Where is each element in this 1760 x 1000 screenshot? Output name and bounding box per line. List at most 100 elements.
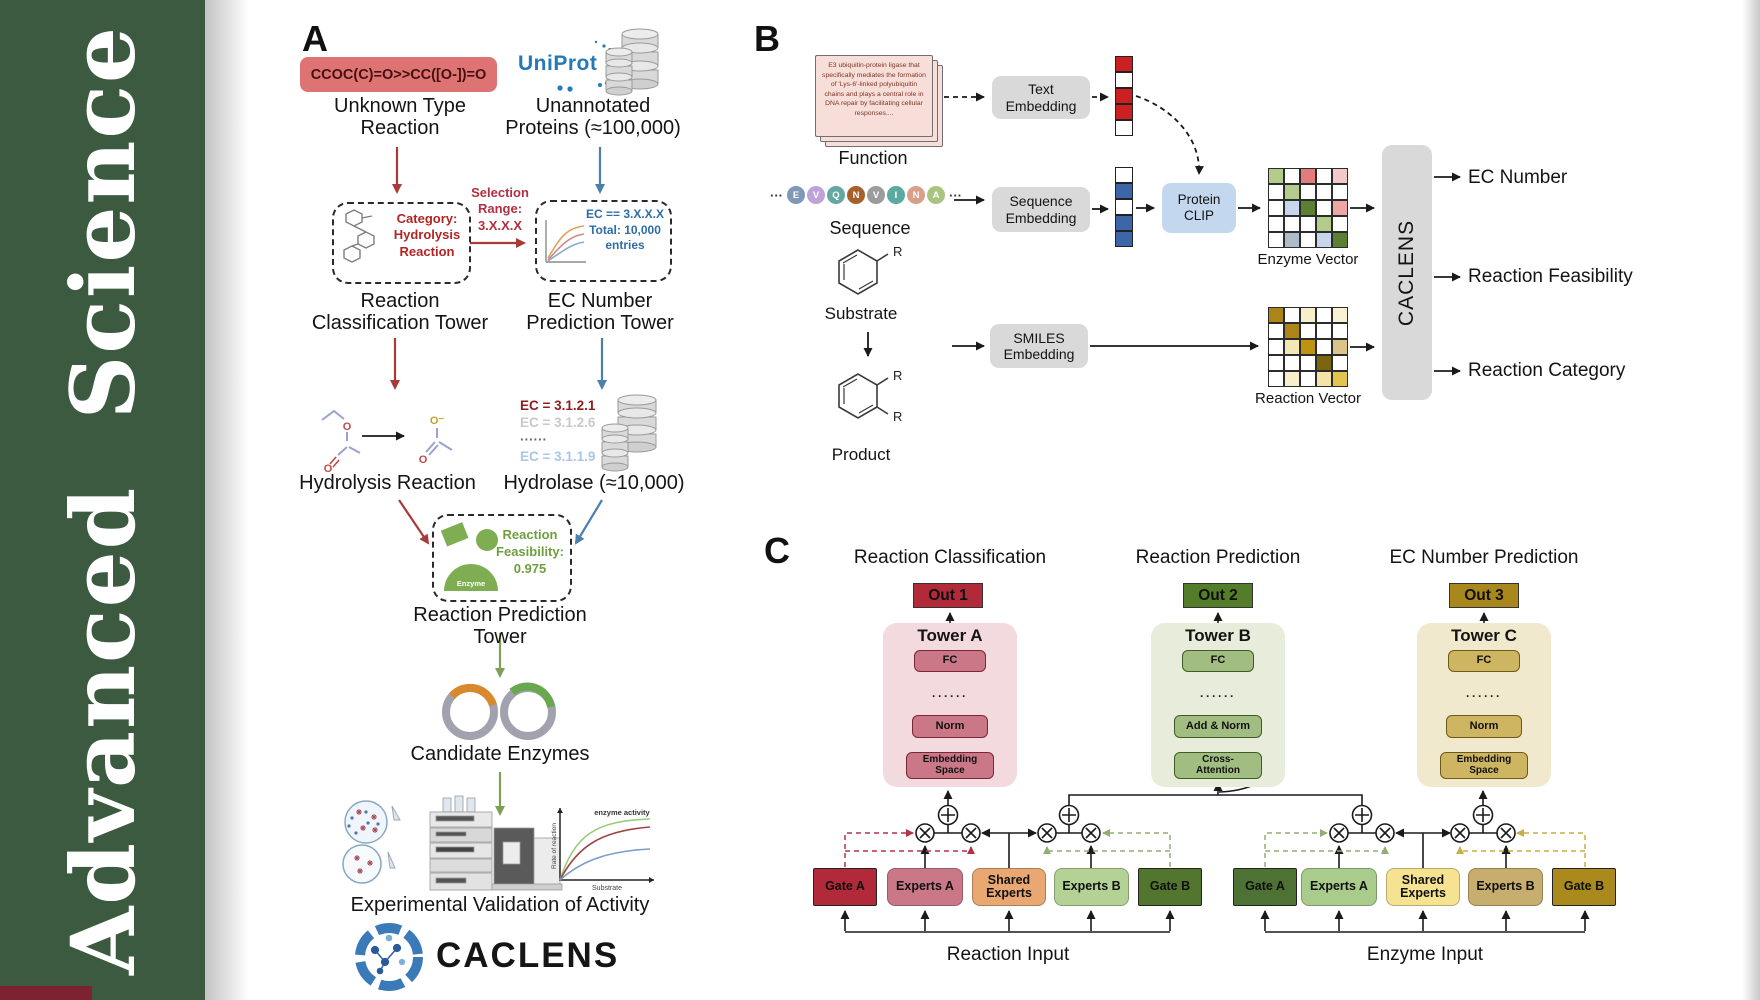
grid-cell <box>1300 355 1316 371</box>
vector-cell <box>1115 120 1133 136</box>
enzyme-shared-experts: Shared Experts <box>1386 868 1460 906</box>
plasmid-icons <box>442 682 556 740</box>
reaction-experts-a: Experts A <box>887 868 963 906</box>
sequence-label: Sequence <box>829 218 911 238</box>
output-reaction-category: Reaction Category <box>1468 360 1626 381</box>
svg-text:O: O <box>343 421 352 433</box>
grid-cell <box>1300 371 1316 387</box>
enzyme-input-label: Enzyme Input <box>1366 944 1484 965</box>
vector-cell <box>1115 199 1133 215</box>
tower-a-dots: ······ <box>932 689 968 703</box>
unannotated-proteins-label: Unannotated Proteins (≈100,000) <box>505 95 681 139</box>
graph-curve-label: enzyme activity <box>594 808 650 817</box>
grid-cell <box>1284 323 1300 339</box>
validation-label: Experimental Validation of Activity <box>350 894 650 916</box>
graph-ylabel: Rate of reaction <box>551 823 558 869</box>
tower-c-fc: FC <box>1448 650 1520 672</box>
column-title-ec-number-prediction: EC Number Prediction <box>1389 547 1579 568</box>
grid-cell <box>1268 232 1284 248</box>
tower-a-norm: Norm <box>912 715 988 738</box>
residue-circle: Q <box>827 186 845 204</box>
grid-cell <box>1316 216 1332 232</box>
tower-b: Tower B FC ······ Add & Norm Cross- Atte… <box>1151 623 1285 787</box>
grid-cell <box>1268 355 1284 371</box>
ec-item: EC = 3.1.1.9 <box>520 449 596 464</box>
substituent-label: R <box>893 409 902 424</box>
out-3-box: Out 3 <box>1449 583 1519 608</box>
substrate-label: Substrate <box>824 304 898 323</box>
feasibility-text: Reaction Feasibility: 0.975 <box>496 527 564 576</box>
reaction-gate-a: Gate A <box>813 868 877 906</box>
hydrolase-label: Hydrolase (≈10,000) <box>503 472 685 494</box>
function-card: E3 ubiquitin-protein ligase that specifi… <box>815 55 933 137</box>
grid-cell <box>1284 200 1300 216</box>
band-shadow <box>205 0 249 1000</box>
grid-cell <box>1268 184 1284 200</box>
grid-cell <box>1268 323 1284 339</box>
grid-cell <box>1332 307 1348 323</box>
grid-cell <box>1300 184 1316 200</box>
grid-cell <box>1300 200 1316 216</box>
tower-a: Tower A FC ······ Norm Embedding Space <box>883 623 1017 787</box>
residue-circle: I <box>887 186 905 204</box>
hplc-instrument-icon <box>429 795 563 891</box>
tower-a-fc: FC <box>914 650 986 672</box>
vector-cell <box>1115 183 1133 199</box>
grid-cell <box>1284 168 1300 184</box>
text-embedding-box: Text Embedding <box>992 76 1090 119</box>
tower-a-embedding-space: Embedding Space <box>906 752 994 779</box>
grid-cell <box>1332 355 1348 371</box>
caclens-logo-icon <box>355 923 423 991</box>
grid-cell <box>1284 371 1300 387</box>
vector-cell <box>1115 167 1133 183</box>
reaction-classification-tower-box <box>332 202 471 284</box>
smiles-reaction-box: CCOC(C)=O>>CC([O-])=O <box>300 57 497 92</box>
reaction-prediction-tower-box <box>432 514 572 602</box>
cover-accent-strip <box>0 986 92 1000</box>
residue-circle: N <box>907 186 925 204</box>
gate-dashed-routes <box>844 829 1586 867</box>
svg-text:O: O <box>419 454 428 466</box>
sequence-embedding-vector <box>1115 167 1133 247</box>
grid-cell <box>1332 371 1348 387</box>
reaction-input-label: Reaction Input <box>946 944 1070 965</box>
substrate-molecule-icon: R <box>838 244 902 295</box>
unknown-type-label: Unknown Type Reaction <box>334 95 466 139</box>
vector-cell <box>1115 104 1133 120</box>
enzyme-gate-a: Gate A <box>1233 868 1297 906</box>
sample-circles-icon <box>342 800 401 884</box>
substituent-label: R <box>893 368 902 383</box>
grid-cell <box>1332 184 1348 200</box>
grid-cell <box>1316 307 1332 323</box>
journal-band: Advanced Science <box>0 0 205 1000</box>
grid-cell <box>1284 339 1300 355</box>
panel-c-label: C <box>764 530 790 571</box>
grid-cell <box>1284 184 1300 200</box>
multiply-nodes <box>915 823 1516 843</box>
reaction-shared-experts: Shared Experts <box>972 868 1046 906</box>
output-reaction-feasibility: Reaction Feasibility <box>1468 266 1633 287</box>
reaction-vector-grid <box>1268 307 1348 387</box>
ec-range-text: EC == 3.X.X.X Total: 10,000 entries <box>585 207 665 253</box>
grid-cell <box>1316 200 1332 216</box>
grid-cell <box>1316 168 1332 184</box>
substituent-label: R <box>893 244 902 259</box>
residue-circle: A <box>927 186 945 204</box>
database-icon-hydrolase <box>601 394 657 472</box>
tower-b-fc: FC <box>1182 650 1254 672</box>
grid-cell <box>1284 232 1300 248</box>
tower-c-title: Tower C <box>1451 626 1517 645</box>
grid-cell <box>1332 168 1348 184</box>
database-icon-uniprot <box>605 28 659 96</box>
panel-b-arrows <box>863 92 1461 376</box>
caclens-wordmark: CACLENS <box>436 936 620 975</box>
vector-cell <box>1115 231 1133 247</box>
tower-b-title: Tower B <box>1185 626 1251 645</box>
acetate-molecule-icon: O⁻ O <box>419 415 453 466</box>
grid-cell <box>1284 307 1300 323</box>
ec-tower-label: EC Number Prediction Tower <box>526 290 674 334</box>
tower-b-add-norm: Add & Norm <box>1174 715 1262 738</box>
product-label: Product <box>831 445 891 464</box>
text-embedding-vector <box>1115 56 1133 136</box>
